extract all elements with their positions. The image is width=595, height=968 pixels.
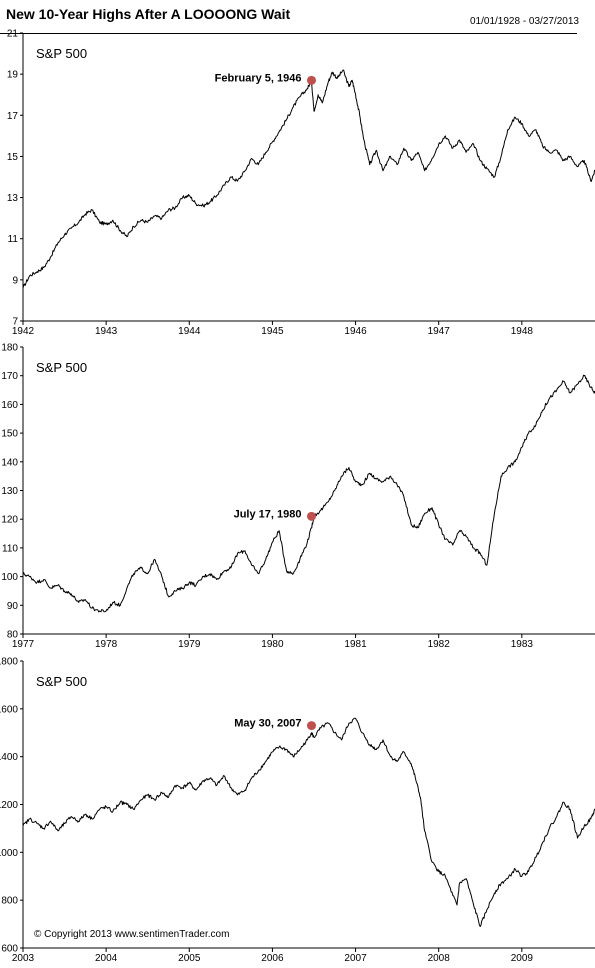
y-tick-label: 1600 xyxy=(0,704,18,715)
title-divider xyxy=(0,33,577,34)
copyright-notice: © Copyright 2013 www.sentimenTrader.com xyxy=(34,929,230,940)
price-line xyxy=(22,717,595,927)
y-tick-label: 1800 xyxy=(0,657,18,668)
y-tick-label: 1000 xyxy=(0,848,18,859)
y-tick-label: 7 xyxy=(12,317,18,328)
price-line xyxy=(22,374,595,613)
y-tick-label: 1200 xyxy=(0,800,18,811)
annotation-marker xyxy=(306,75,316,85)
x-tick-label: 2003 xyxy=(12,953,35,964)
x-tick-label: 1980 xyxy=(261,639,284,650)
annotation-marker xyxy=(306,511,316,521)
chart-panel-2: 80 90 100 110 120 130 140 150 160 170 180 1977 1978 1… xyxy=(1,343,595,650)
x-tick-label: 1978 xyxy=(95,639,118,650)
x-tick-label: 2004 xyxy=(95,953,118,964)
x-tick-label: 1945 xyxy=(261,326,284,337)
x-tick-label: 1943 xyxy=(95,326,118,337)
x-tick-label: 1944 xyxy=(178,326,201,337)
x-tick-label: 2005 xyxy=(178,953,201,964)
x-tick-label: 2008 xyxy=(428,953,451,964)
series-label: S&P 500 xyxy=(36,674,87,689)
y-tick-label: 170 xyxy=(1,371,18,382)
x-tick-label: 2007 xyxy=(344,953,367,964)
annotation-label: May 30, 2007 xyxy=(234,718,301,730)
y-tick-label: 140 xyxy=(1,457,18,468)
y-tick-label: 17 xyxy=(7,111,19,122)
x-tick-label: 2006 xyxy=(261,953,284,964)
y-tick-label: 120 xyxy=(1,515,18,526)
y-tick-label: 13 xyxy=(7,193,19,204)
y-tick-label: 21 xyxy=(7,29,19,40)
price-line xyxy=(22,69,595,289)
x-tick-label: 1977 xyxy=(12,639,35,650)
y-tick-label: 130 xyxy=(1,486,18,497)
y-tick-label: 1400 xyxy=(0,752,18,763)
y-tick-label: 800 xyxy=(1,896,18,907)
y-tick-label: 180 xyxy=(1,343,18,354)
y-tick-label: 19 xyxy=(7,70,19,81)
annotation-label: July 17, 1980 xyxy=(234,508,302,520)
chart-panel-3: 600 800 1000 1200 1400 1600 1800 2003 2004 2005 20… xyxy=(0,657,595,964)
series-label: S&P 500 xyxy=(36,46,87,61)
x-tick-label: 1981 xyxy=(344,639,367,650)
x-tick-label: 1983 xyxy=(511,639,534,650)
x-tick-label: 2009 xyxy=(511,953,534,964)
date-range: 01/01/1928 - 03/27/2013 xyxy=(470,16,579,27)
chart-panel-1: 7 9 11 13 15 17 19 21 1942 1943 1944 1945 1946 1947 19… xyxy=(7,29,595,337)
x-tick-label: 1947 xyxy=(428,326,451,337)
y-tick-label: 150 xyxy=(1,429,18,440)
y-tick-label: 11 xyxy=(8,234,19,245)
annotation-marker xyxy=(306,721,316,731)
y-tick-label: 80 xyxy=(7,630,19,641)
y-tick-label: 160 xyxy=(1,400,18,411)
x-tick-label: 1979 xyxy=(178,639,201,650)
y-tick-label: 600 xyxy=(1,944,18,955)
y-tick-label: 90 xyxy=(7,601,19,612)
y-tick-label: 110 xyxy=(2,543,18,554)
series-label: S&P 500 xyxy=(36,360,87,375)
page-title: New 10-Year Highs After A LOOOONG Wait xyxy=(6,6,291,22)
y-tick-label: 100 xyxy=(1,572,18,583)
annotation-label: February 5, 1946 xyxy=(215,72,302,84)
x-tick-label: 1942 xyxy=(12,326,35,337)
y-tick-label: 9 xyxy=(12,275,18,286)
x-tick-label: 1946 xyxy=(344,326,367,337)
x-tick-label: 1948 xyxy=(511,326,534,337)
y-tick-label: 15 xyxy=(7,152,19,163)
x-tick-label: 1982 xyxy=(428,639,451,650)
